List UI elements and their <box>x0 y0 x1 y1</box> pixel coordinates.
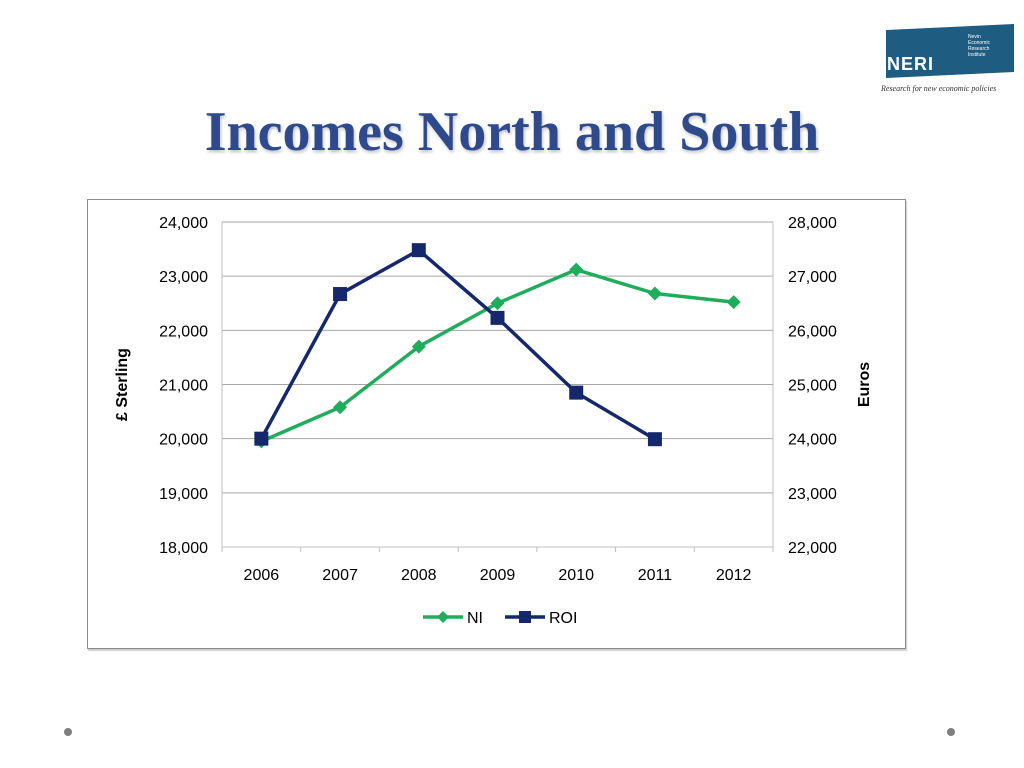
y-right-tick-label: 22,000 <box>788 540 837 557</box>
y-right-tick-label: 23,000 <box>788 486 837 503</box>
y-left-tick-label: 19,000 <box>159 486 208 503</box>
logo-subtext: Nevin Economic Research Institute <box>968 34 990 58</box>
page-title: Incomes North and South <box>204 101 820 163</box>
chart-frame: 18,000 19,000 20,000 21,000 22,000 23,000 24,0… <box>87 199 906 649</box>
legend-label-roi: ROI <box>549 610 577 627</box>
income-line-chart: 18,000 19,000 20,000 21,000 22,000 23,000 24,0… <box>114 215 873 627</box>
data-point-ni <box>490 296 505 311</box>
y-left-tick-label: 23,000 <box>159 269 208 286</box>
logo-text: NERI <box>887 54 935 74</box>
data-point-ni <box>411 339 426 354</box>
neri-logo-badge <box>886 24 1014 78</box>
y-right-tick-label: 24,000 <box>788 432 837 449</box>
y-right-tick-label: 26,000 <box>788 323 837 340</box>
y-right-tick-label: 27,000 <box>788 269 837 286</box>
data-point-ni <box>726 295 741 310</box>
x-tick-label: 2012 <box>716 567 752 584</box>
logo-tagline: Research for new economic policies <box>881 84 997 93</box>
y-right-tick-label: 25,000 <box>788 378 837 395</box>
y-left-axis-title: £ Sterling <box>114 348 131 421</box>
neri-logo: NERI Nevin Economic Research Institute R… <box>878 22 1018 102</box>
data-point-ni <box>569 262 584 277</box>
data-point-roi <box>333 287 348 302</box>
x-tick-label: 2011 <box>638 567 673 584</box>
series-line-roi <box>259 248 656 441</box>
x-tick-label: 2009 <box>480 567 516 584</box>
data-point-roi <box>647 432 662 447</box>
data-point-ni <box>333 400 348 415</box>
legend-marker-roi <box>519 611 531 623</box>
slide-bullet-left <box>64 728 72 736</box>
y-right-axis-title: Euros <box>856 362 873 407</box>
x-tick-label: 2006 <box>244 567 280 584</box>
x-tick-label: 2007 <box>322 567 358 584</box>
y-left-tick-label: 22,000 <box>159 323 208 340</box>
slide-bullet-right <box>947 728 955 736</box>
x-tick-label: 2008 <box>401 567 437 584</box>
y-left-tick-label: 20,000 <box>159 432 208 449</box>
data-point-roi <box>569 385 584 400</box>
y-left-tick-label: 24,000 <box>159 215 208 232</box>
legend-marker-ni <box>437 611 449 623</box>
y-right-tick-label: 28,000 <box>788 215 837 232</box>
series-line-ni <box>260 267 734 443</box>
x-tick-label: 2010 <box>558 567 594 584</box>
data-point-roi <box>411 243 426 258</box>
legend-label-ni: NI <box>467 610 483 627</box>
y-left-tick-label: 18,000 <box>159 540 208 557</box>
data-point-roi <box>490 310 505 325</box>
data-point-roi <box>254 431 269 446</box>
y-left-tick-label: 21,000 <box>159 378 208 395</box>
data-point-ni <box>647 286 662 301</box>
